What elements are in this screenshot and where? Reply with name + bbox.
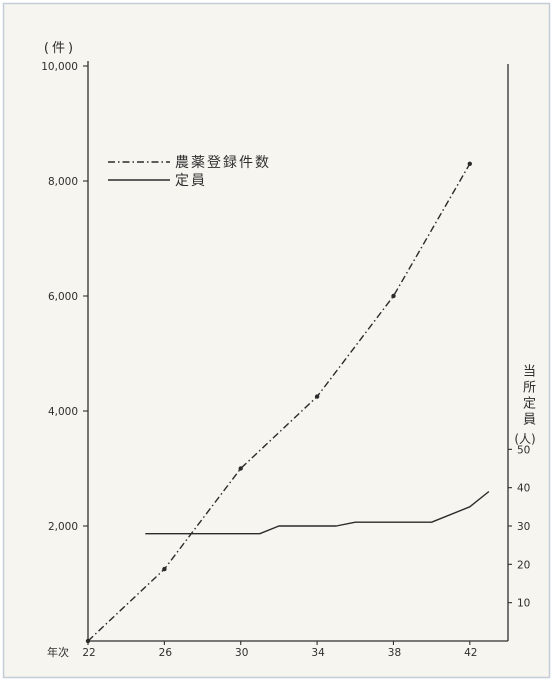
data-point	[391, 293, 396, 299]
legend: 農薬登録件数 定員	[108, 155, 271, 189]
y-tick-label: 8,000	[48, 176, 78, 188]
staff-capacity-line	[145, 490, 490, 535]
y2-axis-unit-label: (人)	[514, 432, 535, 446]
legend-label-registrations: 農薬登録件数	[175, 155, 271, 171]
x-axis-label: 年次	[47, 645, 69, 659]
y2-tick-label: 20	[517, 559, 530, 571]
data-point	[162, 566, 167, 572]
axis-ticks: 2,000 4,000 6,000 8,000 10,000 10 20 30 40 50 22 26…	[41, 61, 530, 659]
x-tick-label: 26	[159, 647, 173, 659]
y-axis-unit-label: (件)	[44, 41, 76, 56]
pesticide-registrations-line	[87, 163, 471, 642]
y2-tick-label: 50	[517, 444, 530, 456]
y-tick-label: 6,000	[48, 291, 78, 303]
data-point	[238, 466, 243, 471]
x-tick-label: 38	[388, 647, 401, 659]
y2-tick-label: 30	[517, 521, 530, 533]
x-tick-label: 34	[311, 647, 325, 659]
y-tick-label: 2,000	[48, 521, 78, 533]
x-tick-label: 42	[464, 647, 477, 659]
x-tick-label: 22	[82, 647, 95, 659]
y2-tick-label: 40	[517, 483, 530, 495]
plot-series	[85, 161, 490, 644]
y2-axis-label: 当所定員	[520, 364, 535, 428]
legend-label-staff: 定員	[175, 173, 207, 189]
y-tick-label: 4,000	[48, 406, 78, 418]
data-point	[85, 638, 91, 644]
data-point	[467, 161, 472, 166]
data-point	[314, 394, 320, 399]
x-tick-label: 30	[235, 647, 248, 659]
y-tick-label: 10,000	[41, 61, 78, 73]
y2-tick-label: 10	[517, 598, 530, 610]
